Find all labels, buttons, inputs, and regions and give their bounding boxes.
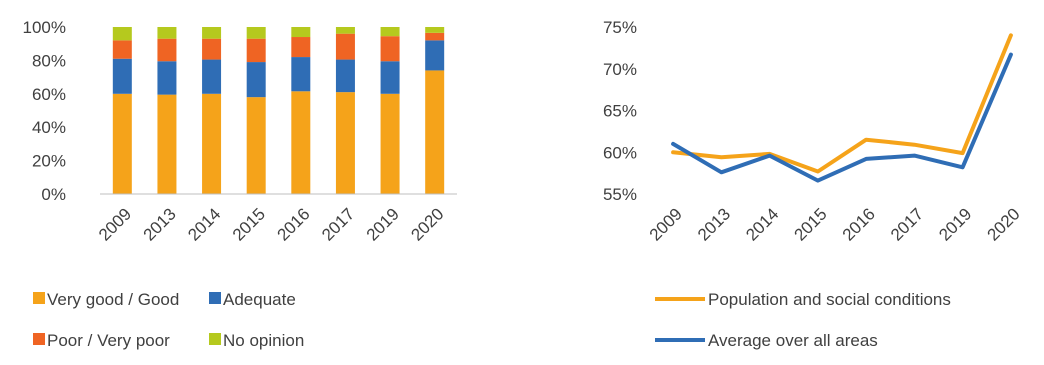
line-y-tick-label: 75% — [603, 18, 637, 37]
bar-x-tick-label: 2013 — [140, 204, 180, 244]
line-x-tick-label: 2017 — [887, 204, 927, 244]
line-y-tick-label: 65% — [603, 102, 637, 121]
bar-segment-adequate-2016 — [291, 57, 311, 92]
legend-label-average-over-all-areas: Average over all areas — [708, 331, 878, 350]
bar-x-tick-label: 2014 — [184, 204, 224, 244]
bar-segment-poor-very-poor-2020 — [425, 32, 445, 41]
bar-segment-adequate-2017 — [335, 59, 355, 93]
bar-segment-very-good-good-2020 — [425, 70, 445, 194]
bar-segment-very-good-good-2019 — [380, 93, 400, 194]
line-x-tick-label: 2014 — [742, 204, 782, 244]
line-series-population-and-social-conditions — [671, 33, 1013, 174]
bar-segment-very-good-good-2009 — [112, 93, 132, 194]
line-x-tick-label: 2015 — [791, 204, 831, 244]
bar-y-tick-label: 20% — [32, 152, 66, 171]
bar-segment-no-opinion-2015 — [246, 27, 266, 39]
bar-y-tick-label: 40% — [32, 118, 66, 137]
line-series-average-over-all-areas — [671, 52, 1013, 183]
line-chart: 55% 60% 65% 70% 75% 2009 2013 2014 2015 2016 2017… — [603, 18, 1024, 350]
bar-x-tick-label: 2016 — [273, 204, 313, 244]
legend-swatch-very-good-good — [33, 292, 45, 304]
bar-segment-no-opinion-2009 — [112, 27, 132, 41]
bar-y-tick-label: 80% — [32, 51, 66, 70]
bar-segment-very-good-good-2015 — [246, 97, 266, 194]
bar-segment-very-good-good-2013 — [157, 94, 177, 194]
legend-swatch-poor-very-poor — [33, 333, 45, 345]
bar-x-axis: 2009 2013 2014 2015 2016 2017 2019 2020 — [95, 204, 448, 244]
legend-label-population-and-social-conditions: Population and social conditions — [708, 290, 951, 309]
bar-segment-adequate-2015 — [246, 62, 266, 98]
legend-swatch-adequate — [209, 292, 221, 304]
bar-x-tick-label: 2017 — [318, 204, 358, 244]
bar-segment-poor-very-poor-2015 — [246, 38, 266, 63]
bar-segment-no-opinion-2019 — [380, 27, 400, 37]
bar-segment-poor-very-poor-2013 — [157, 38, 177, 62]
bar-x-tick-label: 2009 — [95, 204, 135, 244]
line-y-tick-label: 55% — [603, 185, 637, 204]
bar-y-axis: 0% 20% 40% 60% 80% 100% — [23, 18, 66, 204]
bar-segment-very-good-good-2016 — [291, 91, 311, 194]
bar-segment-adequate-2020 — [425, 40, 445, 71]
bar-segment-poor-very-poor-2009 — [112, 40, 132, 59]
bar-marks — [112, 27, 445, 194]
bar-x-tick-label: 2020 — [407, 204, 447, 244]
line-x-tick-label: 2019 — [935, 204, 975, 244]
bar-segment-no-opinion-2017 — [335, 27, 355, 34]
line-y-tick-label: 70% — [603, 60, 637, 79]
bar-y-tick-label: 60% — [32, 85, 66, 104]
bar-segment-no-opinion-2020 — [425, 27, 445, 33]
line-y-axis: 55% 60% 65% 70% 75% — [603, 18, 637, 204]
bar-segment-no-opinion-2016 — [291, 27, 311, 38]
line-x-axis: 2009 2013 2014 2015 2016 2017 2019 2020 — [646, 204, 1024, 244]
stacked-bar-chart: 0%20%40%60%80%100% 2009 2013 2014 2015 2016 2… — [23, 18, 457, 350]
bar-legend: Very good / Good Adequate Poor / Very poor… — [33, 290, 304, 350]
bar-segment-no-opinion-2013 — [157, 27, 177, 39]
bar-y-tick-label: 100% — [23, 18, 66, 37]
bar-y-tick-label: 0% — [41, 185, 66, 204]
line-marks — [671, 33, 1013, 183]
line-x-tick-label: 2020 — [984, 204, 1024, 244]
legend-label-very-good-good: Very good / Good — [47, 290, 179, 309]
bar-segment-adequate-2009 — [112, 58, 132, 94]
bar-segment-adequate-2013 — [157, 61, 177, 95]
bar-x-tick-label: 2015 — [229, 204, 269, 244]
legend-swatch-no-opinion — [209, 333, 221, 345]
line-legend: Population and social conditions Average … — [655, 290, 951, 350]
bar-segment-poor-very-poor-2016 — [291, 37, 311, 58]
bar-segment-very-good-good-2014 — [202, 93, 222, 194]
line-x-tick-label: 2009 — [646, 204, 686, 244]
bar-segment-poor-very-poor-2019 — [380, 36, 400, 62]
bar-segment-no-opinion-2014 — [202, 27, 222, 39]
bar-segment-adequate-2014 — [202, 59, 222, 94]
bar-segment-very-good-good-2017 — [335, 92, 355, 194]
bar-segment-poor-very-poor-2017 — [335, 33, 355, 60]
line-x-tick-label: 2013 — [694, 204, 734, 244]
bar-segment-adequate-2019 — [380, 61, 400, 94]
legend-label-adequate: Adequate — [223, 290, 296, 309]
legend-label-poor-very-poor: Poor / Very poor — [47, 331, 170, 350]
bar-segment-poor-very-poor-2014 — [202, 38, 222, 60]
line-y-tick-label: 60% — [603, 143, 637, 162]
line-x-tick-label: 2016 — [839, 204, 879, 244]
legend-label-no-opinion: No opinion — [223, 331, 304, 350]
bar-x-tick-label: 2019 — [363, 204, 403, 244]
